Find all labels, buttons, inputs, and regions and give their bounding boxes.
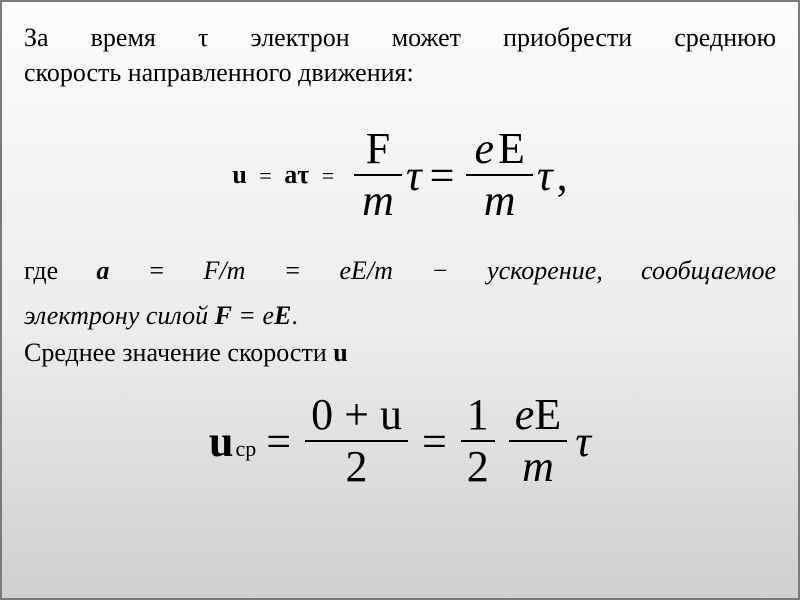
definition-line1: где a = F/m = eE/m − ускорение, сообщаем… [24,253,776,288]
p2e: F [215,301,232,330]
eq1-tau2: τ [537,150,553,201]
eq2-eq2: = [422,416,447,467]
p3a: Среднее значение скорости [24,338,333,367]
eq1-u: u [232,160,246,189]
eq2-num2: 1 [461,392,495,438]
eq1-m1: m [354,178,402,224]
eq1-comma: , [557,150,568,201]
intro-text-line1: За время τ электрон может приобрести сре… [24,20,776,55]
p2h: . [291,301,298,330]
eq1-a: a [284,160,297,189]
eq2-den3: m [516,444,560,490]
eq2-den2: 2 [461,444,495,490]
eq1-frac2: eE m [466,126,532,224]
eq2-tau: τ [575,416,591,467]
eq1-tau0: τ [297,160,309,189]
p2c: = F/m = eE/m − ускорение, сообщаемое [109,256,776,285]
eq1-eq1: = [259,163,271,188]
eq1-E: E [498,124,525,173]
eq2-u: u [209,416,233,467]
intro-text-line2: скорость направленного движения: [24,55,776,90]
eq1-prefix: u = aτ = [232,160,340,190]
p2g: E [274,301,291,330]
eq2-den1: 2 [340,444,374,490]
eq2-num3: eE [509,392,567,438]
definition-line2: электрону силой F = eE. [24,298,776,333]
eq1-frac1: F m [354,126,402,224]
p2f: = e [232,301,274,330]
eq1-m2: m [476,178,524,224]
avg-speed-text: Среднее значение скорости u [24,335,776,370]
eq2-frac3: eE m [509,392,567,490]
eq2-ucp: uср [209,416,256,467]
equation-1: u = aτ = F m τ = eE m τ , [24,126,776,224]
eq1-F: F [358,126,398,172]
eq1-eq2: = [322,163,334,188]
eq1-e: e [474,124,494,173]
slide-frame: За время τ электрон может приобрести сре… [0,0,800,600]
eq1-eq3: = [430,150,455,201]
eq1-tau1: τ [406,150,422,201]
eq2-sub: ср [236,436,257,462]
eq1-main: F m τ = eE m τ , [350,126,568,224]
p2a: где [24,256,96,285]
equation-2: uср = 0 + u 2 = 1 2 eE m τ [24,392,776,490]
p2d: электрону силой [24,301,215,330]
eq1-eE: eE [466,126,532,172]
eq2-num1: 0 + u [305,392,408,438]
eq2-frac1: 0 + u 2 [305,392,408,490]
eq2-e: e [515,390,535,439]
eq2-frac2: 1 2 [461,392,495,490]
eq2-eq1: = [266,416,291,467]
eq2-E: E [534,390,561,439]
p3b: u [333,338,347,367]
p2b: a [96,256,109,285]
